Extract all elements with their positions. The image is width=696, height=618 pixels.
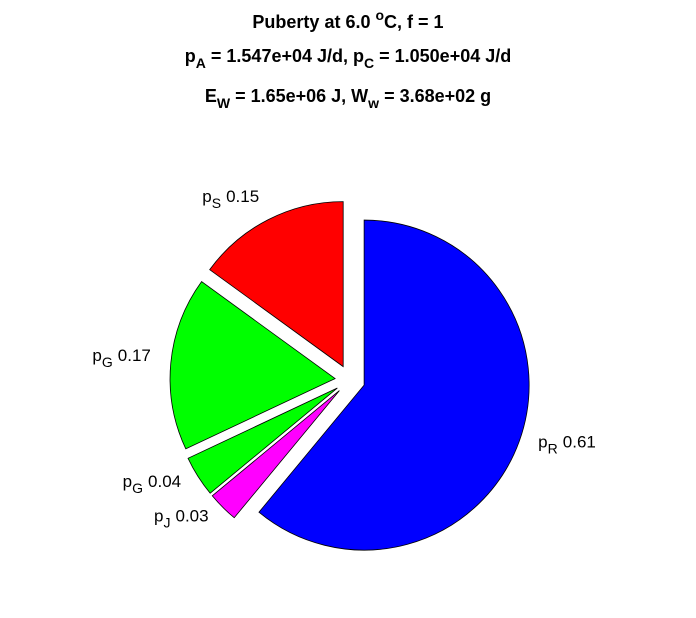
title-text: = 1.65e+06 J, W	[230, 86, 368, 106]
title-subscript: C	[364, 55, 374, 71]
slice-label-name: p	[202, 187, 211, 206]
slice-label: pG 0.17	[92, 346, 150, 370]
slice-label-subscript: G	[102, 354, 113, 370]
chart-title: EW = 1.65e+06 J, Ww = 3.68e+02 g	[205, 86, 491, 111]
title-text: = 3.68e+02 g	[379, 86, 491, 106]
pie-slice	[169, 281, 336, 450]
pie-slice	[258, 219, 530, 551]
slice-label-name: p	[154, 506, 163, 525]
pie-slice	[209, 201, 344, 368]
slice-label-subscript: S	[212, 195, 221, 211]
slice-label-name: p	[92, 346, 101, 365]
slice-label-value: 0.17	[118, 346, 151, 365]
slice-label-subscript: G	[132, 480, 143, 496]
slice-label-value: 0.15	[226, 187, 259, 206]
slice-label-value: 0.61	[563, 433, 596, 452]
pie-slice	[187, 387, 338, 494]
slice-label-value: 0.04	[148, 472, 181, 491]
title-text: Puberty at 6.0	[252, 12, 375, 32]
title-text: C, f = 1	[384, 12, 444, 32]
chart-title: pA = 1.547e+04 J/d, pC = 1.050e+04 J/d	[185, 46, 511, 71]
slice-label: pJ 0.03	[154, 506, 209, 530]
title-text: = 1.050e+04 J/d	[374, 46, 511, 66]
title-subscript: w	[367, 95, 379, 111]
slice-label: pS 0.15	[202, 187, 259, 211]
title-superscript: o	[375, 7, 384, 23]
title-text: E	[205, 86, 217, 106]
title-subscript: A	[196, 55, 206, 71]
title-text: = 1.547e+04 J/d, p	[206, 46, 364, 66]
chart-title: Puberty at 6.0 oC, f = 1	[252, 7, 443, 32]
pie-slice	[211, 390, 340, 519]
slice-label-subscript: R	[548, 441, 558, 457]
slice-label-name: p	[538, 433, 547, 452]
title-subscript: W	[217, 95, 231, 111]
slice-label-value: 0.03	[175, 506, 208, 525]
slice-label-subscript: J	[163, 514, 170, 530]
slice-label-name: p	[123, 472, 132, 491]
slice-label: pG 0.04	[123, 472, 181, 496]
slice-label: pR 0.61	[538, 433, 596, 457]
title-text: p	[185, 46, 196, 66]
